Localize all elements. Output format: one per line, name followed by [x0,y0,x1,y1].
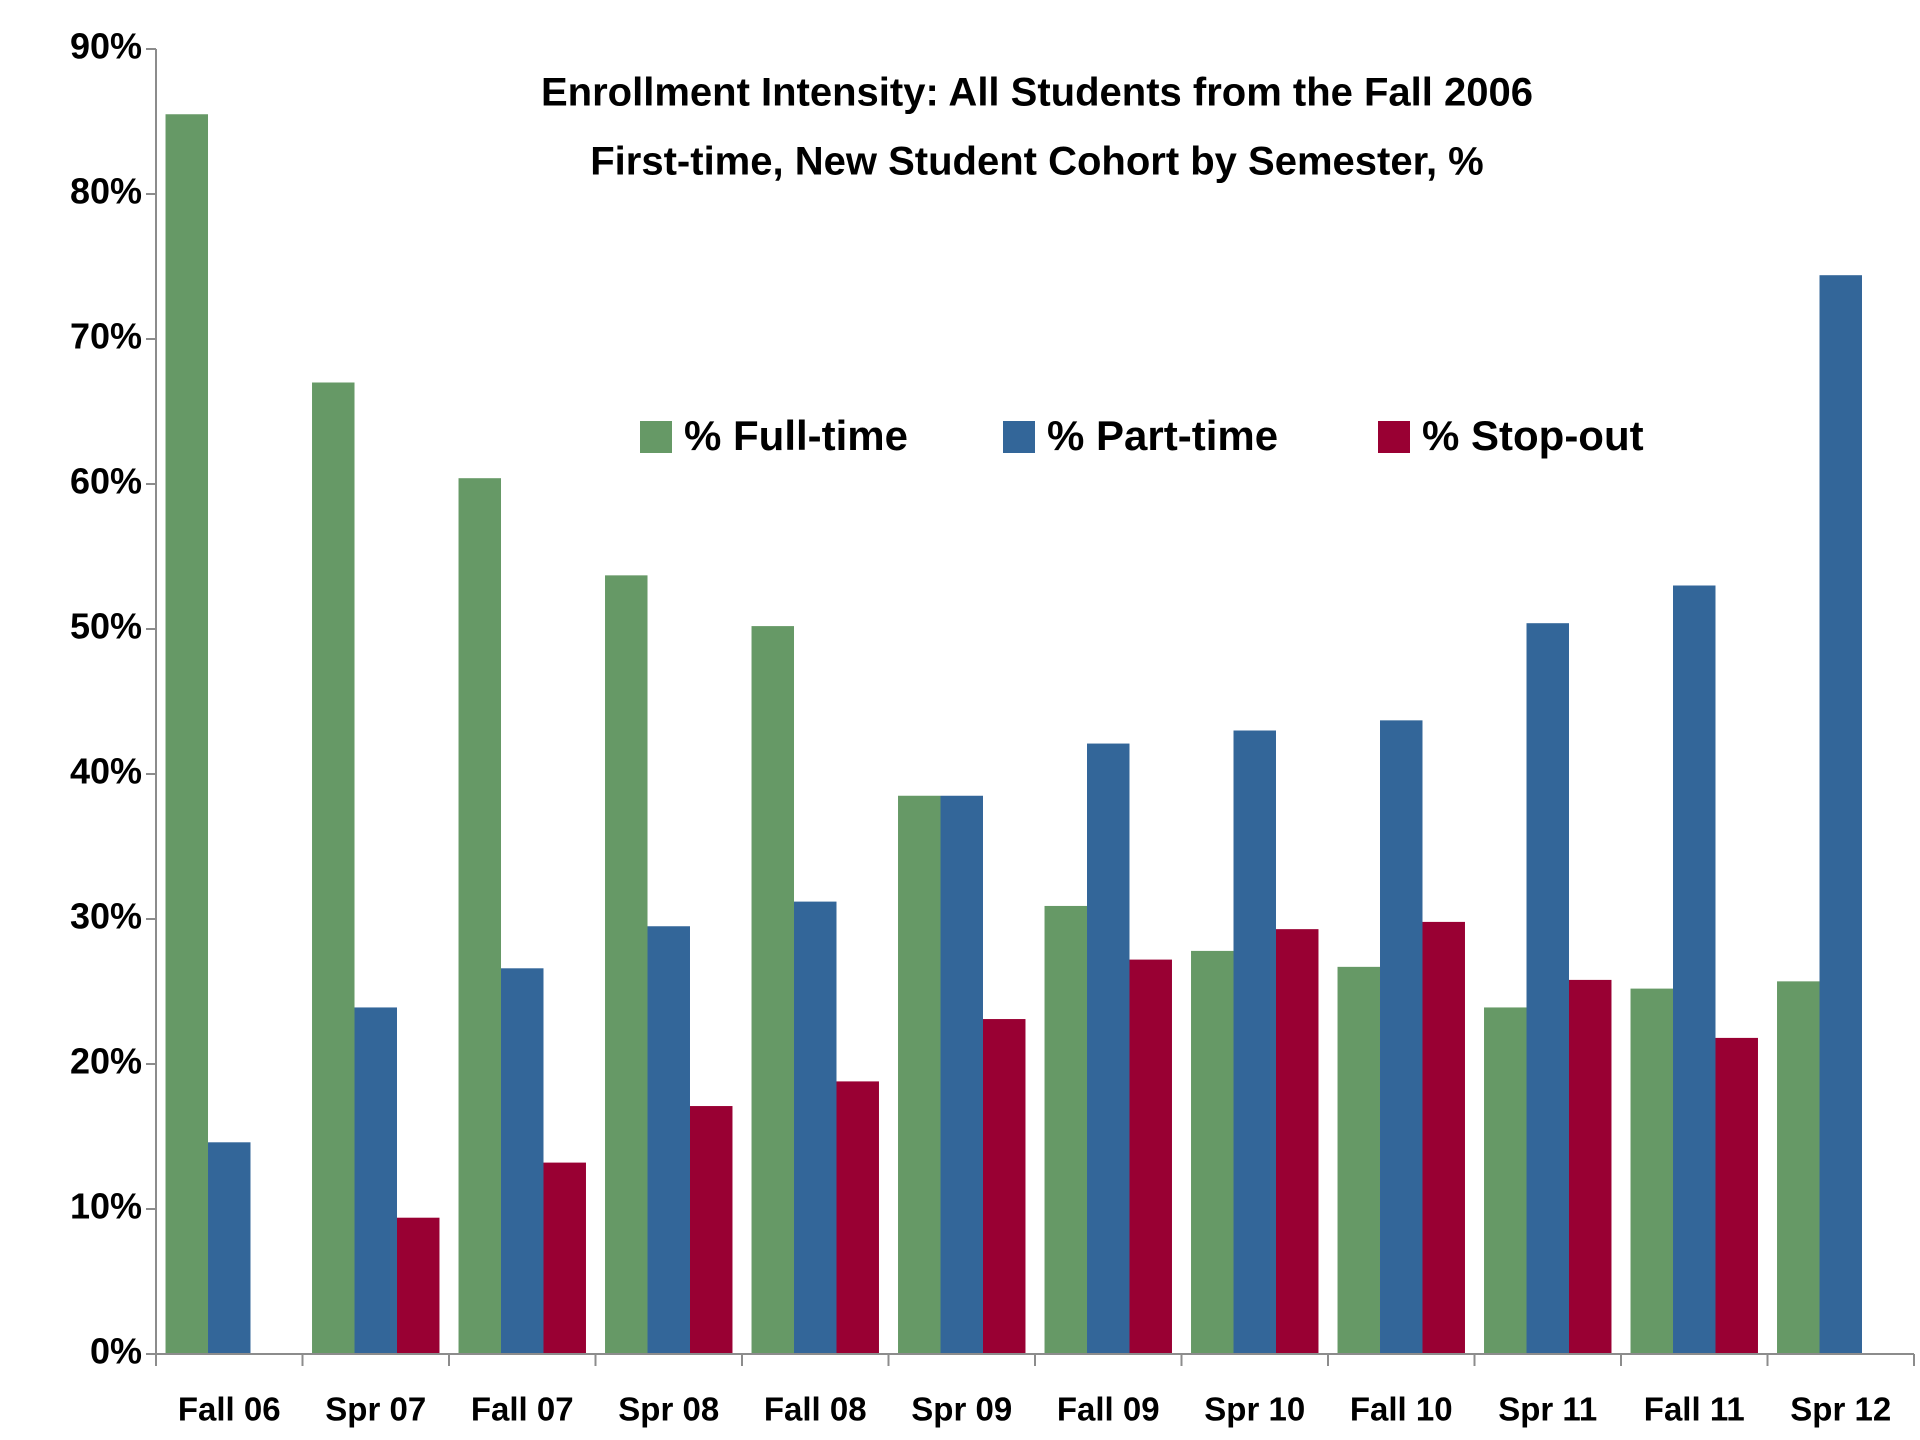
x-tick-label: Spr 08 [618,1391,719,1428]
x-tick-label: Fall 09 [1057,1391,1160,1428]
legend-label: % Part-time [1047,412,1278,459]
y-tick-label: 10% [70,1186,142,1227]
x-tick-label: Spr 10 [1204,1391,1305,1428]
bar [543,1162,586,1354]
bar [836,1081,879,1354]
x-tick-label: Spr 12 [1790,1391,1891,1428]
bar [208,1142,251,1354]
y-tick-label: 60% [70,461,142,502]
bar [1819,275,1862,1355]
bar [1380,720,1423,1354]
bar [1630,988,1674,1354]
chart-title: First-time, New Student Cohort by Semest… [590,140,1484,184]
bar [1673,585,1716,1354]
y-tick-label: 80% [70,171,142,212]
legend-label: % Stop-out [1422,412,1644,459]
bar [1484,1007,1527,1354]
bar [794,901,837,1354]
y-tick-label: 50% [70,606,142,647]
bar [1337,966,1381,1354]
bar [898,795,941,1354]
bar [605,575,648,1354]
y-tick-label: 70% [70,316,142,357]
x-tick-label: Fall 07 [471,1391,574,1428]
bar [647,926,690,1354]
bar [312,382,355,1354]
x-tick-label: Fall 08 [764,1391,867,1428]
bar [982,1019,1026,1354]
bar [1715,1037,1758,1354]
bar [1087,743,1130,1354]
y-tick-label: 0% [90,1331,142,1372]
x-tick-label: Spr 07 [325,1391,426,1428]
bar [1275,929,1319,1354]
x-tick-label: Fall 06 [178,1391,281,1428]
bar [396,1217,440,1354]
x-tick-label: Spr 11 [1498,1391,1597,1428]
bar [458,478,502,1354]
bar [940,795,983,1354]
bar [1777,981,1820,1354]
y-tick-label: 90% [70,26,142,67]
bar [1129,959,1172,1354]
bar [1568,979,1612,1354]
legend-swatch [1003,421,1035,453]
legend-label: % Full-time [684,412,908,459]
bar [1422,921,1465,1354]
chart-title: Enrollment Intensity: All Students from … [541,71,1533,115]
y-tick-label: 20% [70,1041,142,1082]
bar [1233,730,1276,1354]
x-tick-label: Spr 09 [911,1391,1012,1428]
y-tick-label: 40% [70,751,142,792]
legend-swatch [1378,421,1410,453]
bar [1044,905,1088,1354]
bar [354,1007,397,1354]
x-tick-label: Fall 10 [1350,1391,1453,1428]
legend-swatch [640,421,672,453]
bar [501,968,544,1354]
x-tick-label: Fall 11 [1644,1391,1745,1428]
bar [165,114,209,1354]
bar [751,626,795,1354]
bar [1526,623,1569,1354]
bar [689,1106,733,1354]
y-tick-label: 30% [70,896,142,937]
bar [1191,950,1234,1354]
